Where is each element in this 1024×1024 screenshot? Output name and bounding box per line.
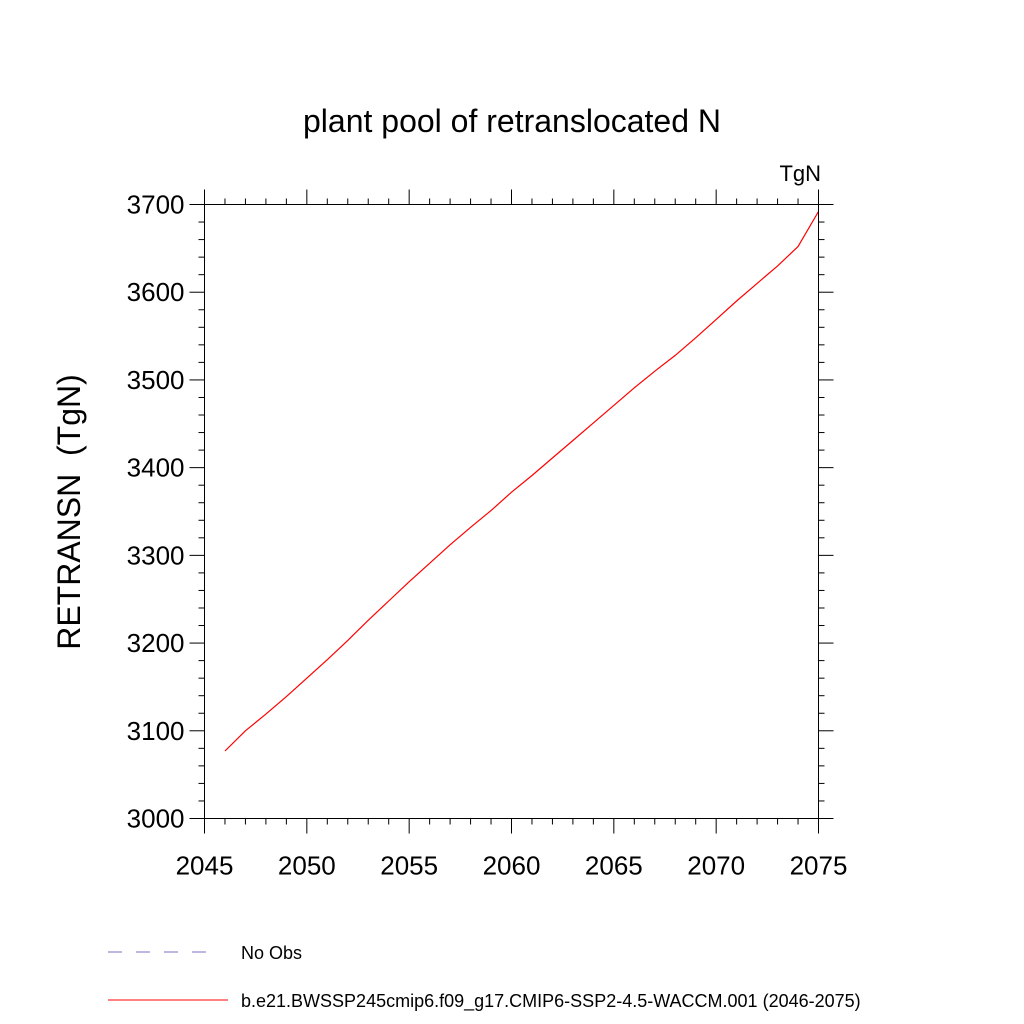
x-tick-label: 2060 xyxy=(483,851,541,881)
x-tick-label: 2075 xyxy=(790,851,848,881)
y-tick-label: 3700 xyxy=(127,190,185,220)
chart-title: plant pool of retranslocated N xyxy=(303,103,721,139)
tick-labels: 2045 2050 2055 2060 2065 2070 2075 3000 3100 3200… xyxy=(127,190,848,881)
y-tick-label: 3100 xyxy=(127,716,185,746)
x-tick-label: 2070 xyxy=(687,851,745,881)
y-tick-label: 3000 xyxy=(127,804,185,834)
legend: No Obs b.e21.BWSSP245cmip6.f09_g17.CMIP6-… xyxy=(108,943,861,1012)
plot-frame xyxy=(204,204,819,819)
y-tick-label: 3200 xyxy=(127,628,185,658)
plot-series xyxy=(224,211,820,752)
y-axis-label: RETRANSN (TgN) xyxy=(51,374,87,650)
legend-label: No Obs xyxy=(241,943,302,963)
axis-ticks xyxy=(189,189,834,834)
legend-label: b.e21.BWSSP245cmip6.f09_g17.CMIP6-SSP2-4… xyxy=(241,991,861,1012)
x-tick-label: 2050 xyxy=(278,851,336,881)
y-tick-label: 3500 xyxy=(127,365,185,395)
x-tick-label: 2055 xyxy=(380,851,438,881)
x-tick-label: 2045 xyxy=(176,851,234,881)
units-label: TgN xyxy=(779,161,821,186)
y-tick-label: 3400 xyxy=(127,453,185,483)
y-tick-label: 3300 xyxy=(127,540,185,570)
y-tick-label: 3600 xyxy=(127,277,185,307)
series-line xyxy=(224,211,820,752)
x-tick-label: 2065 xyxy=(585,851,643,881)
